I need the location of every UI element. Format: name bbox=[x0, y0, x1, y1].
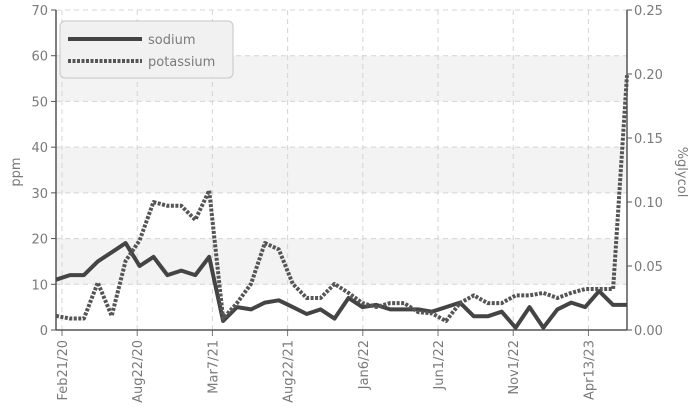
x-tick-label: Apr13/23 bbox=[582, 340, 597, 400]
x-tick-label: Aug22/20 bbox=[131, 340, 146, 403]
x-tick-label: Mar7/21 bbox=[206, 340, 221, 394]
right-axis-title: %glycol bbox=[674, 147, 689, 198]
grid-band bbox=[56, 238, 627, 285]
sodium-series-line bbox=[55, 241, 627, 330]
potassium-legend-label: potassium bbox=[148, 55, 215, 70]
right-tick-label: 0.15 bbox=[634, 132, 663, 147]
x-tick-label: Aug22/21 bbox=[282, 340, 297, 403]
left-tick-label: 70 bbox=[31, 4, 48, 19]
potassium-series-line bbox=[55, 75, 629, 323]
left-tick-label: 10 bbox=[31, 278, 48, 293]
left-tick-label: 20 bbox=[31, 233, 48, 248]
right-tick-label: 0.05 bbox=[634, 260, 663, 275]
left-tick-label: 30 bbox=[31, 187, 48, 202]
grid-band bbox=[56, 147, 627, 193]
x-tick-label: Jan6/22 bbox=[357, 340, 372, 390]
left-tick-label: 60 bbox=[31, 50, 48, 65]
sodium-legend-label: sodium bbox=[148, 33, 196, 48]
left-tick-label: 40 bbox=[31, 141, 48, 156]
left-tick-label: 50 bbox=[31, 95, 48, 110]
x-tick-label: Jun1/22 bbox=[432, 340, 447, 391]
left-axis-title: ppm bbox=[9, 157, 24, 186]
right-tick-label: 0.20 bbox=[634, 68, 663, 83]
x-tick-label: Feb21/20 bbox=[56, 340, 71, 400]
left-tick-label: 0 bbox=[40, 324, 48, 339]
right-tick-label: 0.00 bbox=[634, 324, 663, 339]
right-tick-label: 0.10 bbox=[634, 196, 663, 211]
legend-box bbox=[59, 20, 234, 79]
x-tick-label: Nov1/22 bbox=[507, 340, 522, 395]
right-tick-label: 0.25 bbox=[634, 4, 663, 19]
